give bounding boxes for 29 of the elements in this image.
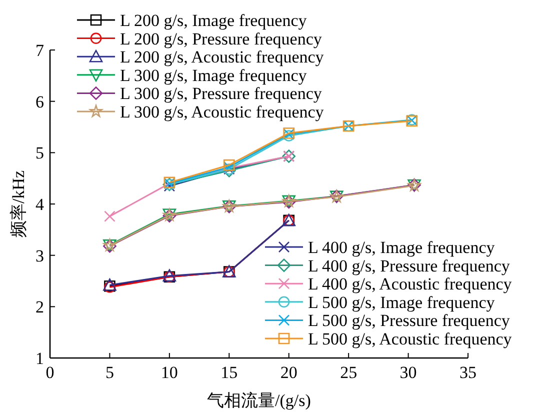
legend-label: L 400 g/s, Pressure frequency (308, 256, 510, 276)
legend-label: L 200 g/s, Acoustic frequency (120, 48, 324, 67)
legend-label: L 400 g/s, Image frequency (308, 238, 496, 257)
y-tick-label: 6 (36, 92, 44, 112)
legend-label: L 400 g/s, Acoustic frequency (308, 274, 512, 294)
x-tick-label: 0 (46, 363, 54, 382)
y-tick-label: 1 (36, 349, 44, 368)
x-tick-label: 35 (460, 363, 476, 382)
legend-label: L 200 g/s, Pressure frequency (120, 29, 322, 48)
legend-label: L 500 g/s, Pressure frequency (308, 311, 510, 330)
y-axis-title: 频率/kHz (9, 170, 28, 238)
x-tick-label: 15 (220, 363, 238, 382)
x-tick-label: 10 (160, 363, 178, 382)
y-tick-label: 2 (36, 298, 44, 317)
x-axis-title: 气相流量/(g/s) (207, 391, 311, 410)
y-tick-label: 5 (36, 144, 44, 163)
legend-label: L 300 g/s, Pressure frequency (120, 84, 322, 104)
legend-label: L 500 g/s, Image frequency (308, 292, 496, 312)
x-tick-label: 20 (280, 363, 298, 382)
legend-label: L 200 g/s, Image frequency (120, 11, 308, 30)
x-tick-label: 5 (105, 363, 114, 382)
x-tick-label: 30 (400, 363, 417, 382)
legend-label: L 300 g/s, Image frequency (120, 66, 308, 85)
y-tick-label: 7 (36, 41, 44, 60)
legend-label: L 500 g/s, Acoustic frequency (308, 330, 512, 348)
y-tick-label: 3 (36, 246, 44, 266)
legend-label: L 300 g/s, Acoustic frequency (120, 102, 324, 122)
x-tick-label: 25 (340, 363, 358, 382)
y-tick-label: 4 (36, 195, 44, 214)
